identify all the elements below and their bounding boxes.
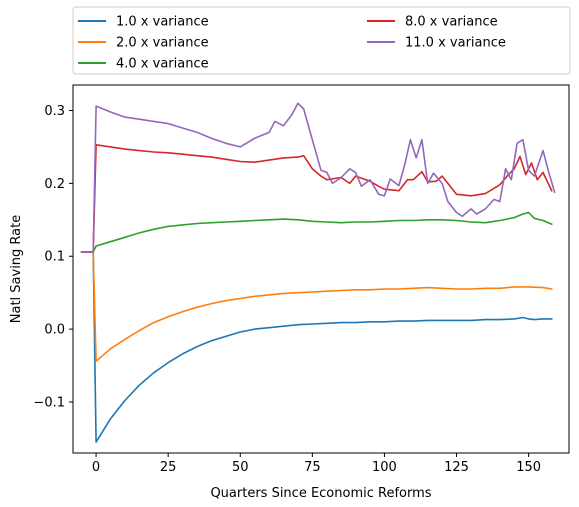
x-axis: 0 25 50 75 100 125 150 <box>92 453 541 475</box>
x-tick-label: 100 <box>372 460 397 475</box>
series-line-5 <box>80 102 556 253</box>
series-line-2 <box>80 251 553 362</box>
legend-label: 8.0 x variance <box>405 15 498 30</box>
y-tick-label: −0.1 <box>33 395 65 410</box>
x-tick-label: 125 <box>444 460 469 475</box>
x-tick-label: 50 <box>232 460 249 475</box>
y-tick-label: 0.2 <box>44 177 65 192</box>
x-tick-label: 150 <box>516 460 541 475</box>
y-tick-label: 0.1 <box>44 250 65 265</box>
series-line-3 <box>80 211 553 253</box>
x-tick-label: 25 <box>160 460 177 475</box>
series-line-1 <box>80 251 553 443</box>
plot-frame <box>72 84 570 454</box>
y-tick-label: 0.0 <box>44 323 65 338</box>
series-layer <box>80 102 556 443</box>
x-tick-label: 75 <box>304 460 321 475</box>
legend-label: 4.0 x variance <box>116 57 209 72</box>
y-tick-label: 0.3 <box>44 104 65 119</box>
legend: 1.0 x variance 2.0 x variance 4.0 x varian… <box>72 6 571 75</box>
y-axis: −0.1 0.0 0.1 0.2 0.3 <box>33 104 73 410</box>
x-tick-label: 0 <box>92 460 100 475</box>
legend-label: 1.0 x variance <box>116 15 209 30</box>
plot-area: 0 25 50 75 100 125 150 −0.1 0.0 0.1 0.2 0.3 <box>33 84 570 475</box>
x-axis-label: Quarters Since Economic Reforms <box>210 486 431 501</box>
y-axis-label: Natl Saving Rate <box>9 215 24 324</box>
legend-label: 11.0 x variance <box>405 36 506 51</box>
legend-entries: 1.0 x variance 2.0 x variance 4.0 x varian… <box>78 15 506 72</box>
legend-label: 2.0 x variance <box>116 36 209 51</box>
legend-frame <box>72 6 571 75</box>
